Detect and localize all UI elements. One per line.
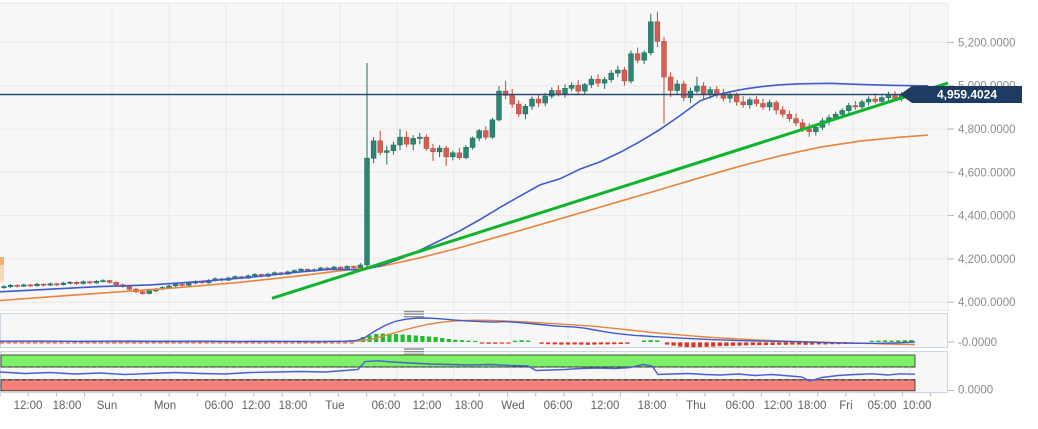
svg-text:Sun: Sun	[97, 400, 117, 412]
svg-text:Fri: Fri	[839, 400, 852, 412]
macd-panel: -0.0000	[0, 317, 997, 349]
svg-text:18:00: 18:00	[638, 400, 667, 412]
svg-text:4,400.0000: 4,400.0000	[958, 211, 1016, 223]
svg-text:06:00: 06:00	[372, 400, 401, 412]
svg-text:Wed: Wed	[501, 400, 524, 412]
svg-text:Mon: Mon	[154, 400, 176, 412]
svg-text:5,200.0000: 5,200.0000	[958, 37, 1016, 49]
svg-text:4,200.0000: 4,200.0000	[958, 254, 1016, 266]
clipped-left-candle	[0, 256, 4, 282]
last-price-tag: 4,959.4024	[900, 86, 1022, 103]
svg-text:4,000.0000: 4,000.0000	[958, 297, 1016, 309]
svg-text:18:00: 18:00	[798, 400, 827, 412]
oscillator-panel: 0.0000	[0, 354, 993, 397]
svg-text:0.0000: 0.0000	[958, 385, 993, 397]
svg-text:Thu: Thu	[686, 400, 706, 412]
panel-resize-handle[interactable]	[404, 348, 424, 355]
moving-average-slow	[0, 134, 929, 302]
svg-text:12:00: 12:00	[14, 400, 43, 412]
svg-text:12:00: 12:00	[764, 400, 793, 412]
svg-text:06:00: 06:00	[726, 400, 755, 412]
svg-text:4,600.0000: 4,600.0000	[958, 167, 1016, 179]
svg-text:4,959.4024: 4,959.4024	[937, 88, 997, 102]
svg-text:18:00: 18:00	[53, 400, 82, 412]
svg-text:12:00: 12:00	[591, 400, 620, 412]
ascending-trendline	[271, 81, 949, 300]
time-axis[interactable]: 12:00 18:00 Sun Mon 06:00 12:00 18:00 Tue 06:00 1…	[0, 393, 931, 412]
svg-text:18:00: 18:00	[279, 400, 308, 412]
svg-text:12:00: 12:00	[242, 400, 271, 412]
svg-text:4,800.0000: 4,800.0000	[958, 124, 1016, 136]
svg-text:Tue: Tue	[325, 400, 344, 412]
panel-resize-handle[interactable]	[404, 310, 424, 318]
svg-text:18:00: 18:00	[455, 400, 484, 412]
svg-text:12:00: 12:00	[413, 400, 442, 412]
svg-text:06:00: 06:00	[205, 400, 234, 412]
moving-average-fast	[0, 82, 929, 293]
svg-text:06:00: 06:00	[544, 400, 573, 412]
svg-text:05:00: 05:00	[868, 400, 897, 412]
svg-text:10:00: 10:00	[903, 400, 932, 412]
chart-plot-area[interactable]	[0, 3, 948, 311]
svg-text:-0.0000: -0.0000	[958, 337, 997, 349]
